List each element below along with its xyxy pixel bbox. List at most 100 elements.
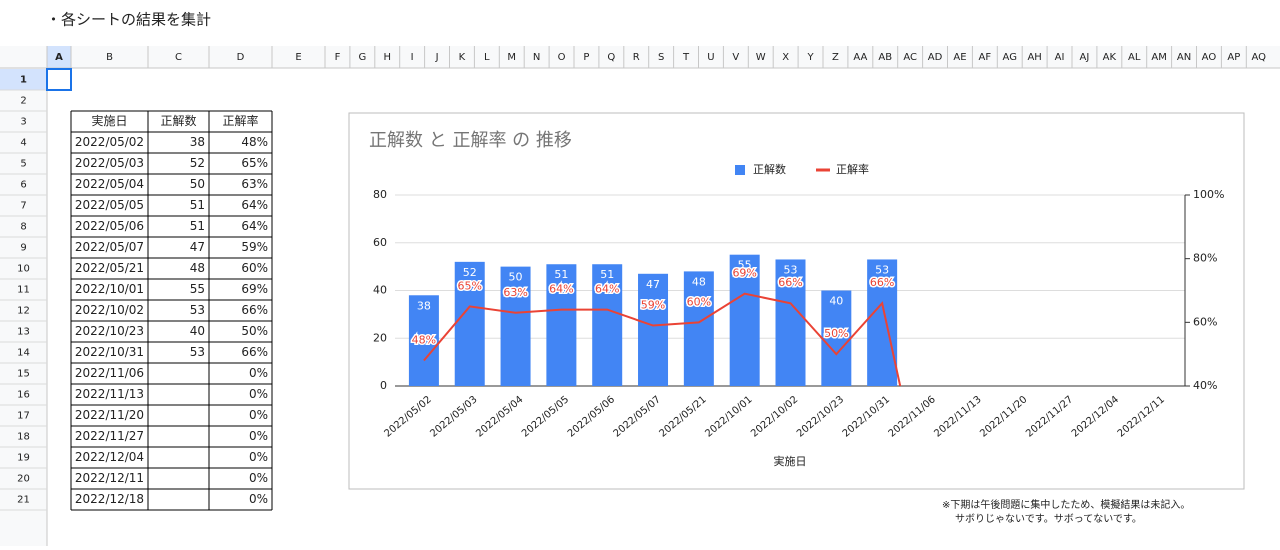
column-header: X — [782, 52, 789, 63]
column-header: AH — [1027, 52, 1041, 63]
table-cell: 65% — [241, 156, 268, 170]
y2-tick-label: 80% — [1193, 252, 1217, 265]
table-cell: 2022/05/02 — [75, 135, 144, 149]
y-tick-label: 60 — [373, 236, 387, 249]
column-header: H — [383, 52, 391, 63]
table-header-cell: 正解率 — [222, 113, 258, 128]
column-header: AD — [928, 52, 943, 63]
column-header: P — [583, 52, 589, 63]
row-header: 1 — [20, 75, 27, 86]
table-header-cell: 正解数 — [160, 113, 196, 128]
table-cell: 2022/10/02 — [75, 303, 144, 317]
row-header: 16 — [17, 390, 30, 401]
row-header: 18 — [17, 432, 30, 443]
column-header: E — [295, 52, 301, 63]
note: サボりじゃないです。サボってないです。 — [955, 513, 1142, 525]
column-header: AP — [1227, 52, 1240, 63]
table-cell: 51 — [190, 219, 205, 233]
column-header: F — [335, 52, 341, 63]
column-header: AG — [1003, 52, 1017, 63]
bar-label: 48 — [692, 275, 706, 288]
y-tick-label: 40 — [373, 284, 387, 297]
table-cell: 48% — [241, 135, 268, 149]
row-header-bar — [0, 46, 47, 546]
row-header: 3 — [20, 117, 26, 128]
column-header: B — [106, 52, 113, 63]
bar-label: 55 — [738, 259, 752, 272]
line-label: 60% — [687, 295, 711, 308]
table-cell: 2022/10/01 — [75, 282, 144, 296]
column-header: C — [175, 52, 182, 63]
column-header: I — [411, 52, 414, 63]
bar — [454, 261, 485, 386]
column-header: J — [435, 52, 439, 63]
column-header: AE — [953, 52, 966, 63]
table-cell: 0% — [249, 450, 268, 464]
row-header: 6 — [20, 180, 26, 191]
selected-cell — [46, 68, 72, 91]
column-header: AF — [979, 52, 992, 63]
bar-label: 50 — [509, 271, 523, 284]
table-cell: 66% — [241, 345, 268, 359]
table-cell: 2022/05/06 — [75, 219, 144, 233]
row-header: 9 — [20, 243, 26, 254]
y2-tick-label: 100% — [1193, 188, 1224, 201]
bar — [546, 264, 577, 386]
row-header: 14 — [17, 348, 30, 359]
table-cell: 2022/12/04 — [75, 450, 144, 464]
line-label: 65% — [458, 279, 482, 292]
table-header-cell: 実施日 — [91, 113, 127, 128]
table-cell: 55 — [190, 282, 205, 296]
column-header: S — [658, 52, 664, 63]
row-header: 21 — [17, 495, 30, 506]
table-cell: 40 — [190, 324, 205, 338]
column-header-selected — [47, 46, 71, 68]
row-header: 12 — [17, 306, 30, 317]
column-header: Q — [607, 52, 615, 63]
column-header: AI — [1055, 52, 1065, 63]
bar-label: 38 — [417, 299, 431, 312]
column-header: L — [484, 52, 490, 63]
table-cell: 69% — [241, 282, 268, 296]
column-header: G — [358, 52, 366, 63]
bar — [775, 259, 806, 386]
column-header: T — [682, 52, 690, 63]
line — [423, 292, 902, 386]
table-cell: 0% — [249, 387, 268, 401]
table-cell: 60% — [241, 261, 268, 275]
table-cell: 52 — [190, 156, 205, 170]
column-header: AK — [1103, 52, 1117, 63]
column-header: AM — [1151, 52, 1166, 63]
table-cell: 63% — [241, 177, 268, 191]
column-header: N — [533, 52, 540, 63]
bar — [638, 273, 669, 386]
table-cell: 53 — [190, 345, 205, 359]
line-label: 64% — [549, 283, 573, 296]
line-label: 63% — [503, 286, 527, 299]
legend-swatch — [735, 165, 745, 175]
table-cell: 2022/05/05 — [75, 198, 144, 212]
table-cell: 2022/11/20 — [75, 408, 144, 422]
column-header: K — [459, 52, 466, 63]
table-cell: 0% — [249, 366, 268, 380]
table-cell: 2022/05/21 — [75, 261, 144, 275]
table-cell: 66% — [241, 303, 268, 317]
table-cell: 50 — [190, 177, 205, 191]
table-cell: 0% — [249, 408, 268, 422]
table-cell: 51 — [190, 198, 205, 212]
table-cell: 2022/11/13 — [75, 387, 144, 401]
legend-label: 正解数 — [753, 162, 786, 176]
column-header: V — [732, 52, 739, 63]
column-header: Y — [806, 52, 814, 63]
row-header: 13 — [17, 327, 30, 338]
y-tick-label: 80 — [373, 188, 387, 201]
table-cell: 2022/05/07 — [75, 240, 144, 254]
table-cell: 2022/11/06 — [75, 366, 144, 380]
note: ※下期は午後問題に集中したため、模擬結果は未記入。 — [942, 498, 1190, 511]
table-cell: 2022/12/18 — [75, 492, 144, 506]
table-cell: 64% — [241, 198, 268, 212]
bar — [592, 264, 623, 386]
bar — [729, 254, 760, 386]
line-group — [423, 292, 902, 386]
bar-label: 52 — [463, 266, 477, 279]
